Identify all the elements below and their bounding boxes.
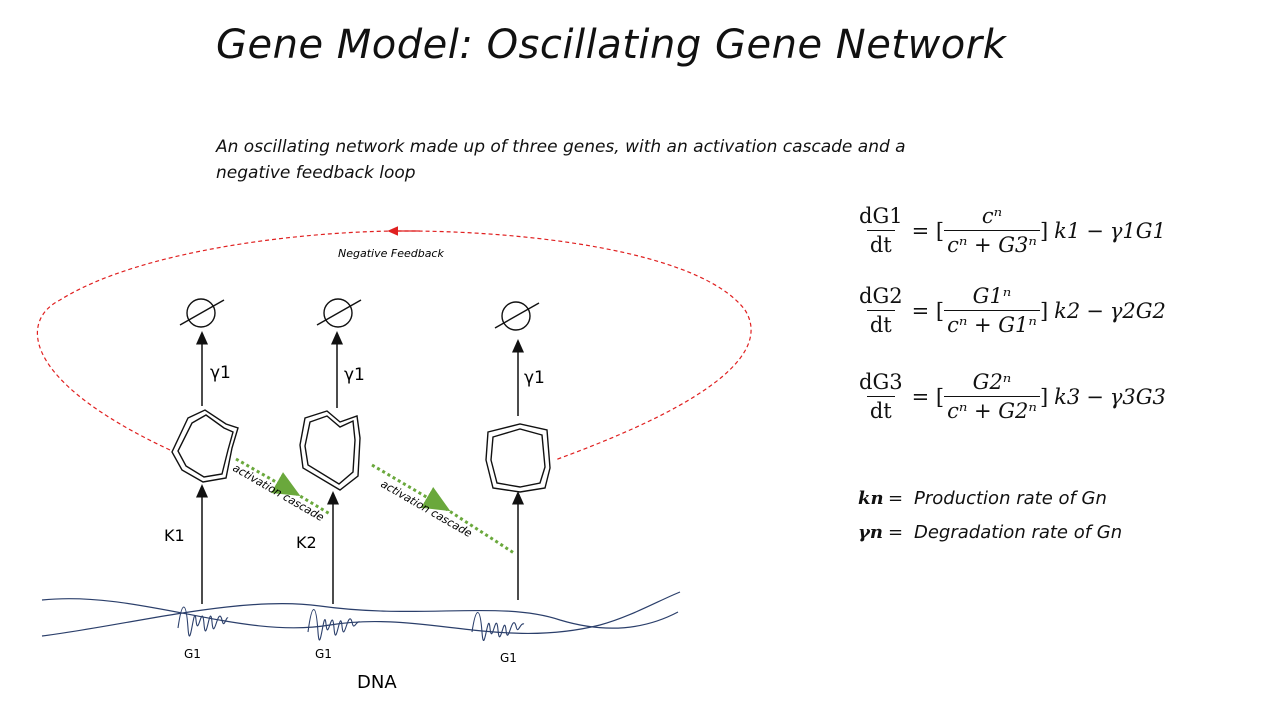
equation-2-lhs-num: dG2 (859, 284, 903, 308)
activation-line-1 (289, 488, 331, 516)
dna-strand-2 (41, 603, 679, 637)
equation-1-lhs-num: dG1 (859, 204, 903, 228)
equation-1-frac-num: cⁿ (981, 204, 1003, 228)
equation-3-lhs: dG3 dt (856, 370, 906, 423)
equation-1-lhs-den: dt (866, 230, 895, 257)
equation-1-rate: k1 (1054, 218, 1081, 243)
equation-3-fraction: G2ⁿ cⁿ + G2ⁿ (944, 370, 1040, 423)
legend-text-degradation: Degradation rate of Gn (914, 522, 1123, 543)
gene-coil-3 (471, 611, 525, 641)
equation-2-frac-num: G1ⁿ (972, 284, 1012, 308)
production-label-2: K2 (296, 533, 317, 552)
cascade-label-2: activation cascade (379, 477, 475, 540)
equation-3-lhs-den: dt (866, 396, 895, 423)
activation-line-2 (439, 503, 515, 555)
degradation-label-2: γ1 (344, 365, 365, 385)
degradation-label-1: γ1 (210, 363, 231, 383)
legend-text-production: Production rate of Gn (914, 488, 1107, 509)
degradation-label-3: γ1 (524, 368, 545, 388)
degradation-symbol-2 (316, 298, 362, 328)
gene-label-2: G1 (315, 647, 332, 661)
equation-1-fraction: cⁿ cⁿ + G3ⁿ (944, 204, 1040, 257)
equation-2-lhs-den: dt (866, 310, 895, 337)
page-title: Gene Model: Oscillating Gene Network (216, 22, 1007, 68)
subtitle: An oscillating network made up of three … (216, 137, 906, 183)
degradation-symbol-3 (494, 301, 540, 331)
legend-equals: = (888, 488, 904, 509)
gene-coil-2 (307, 609, 361, 641)
feedback-label: Negative Feedback (338, 247, 444, 260)
protein-1 (171, 409, 239, 483)
legend-symbol-k: kn (858, 488, 884, 509)
cascade-label-1: activation cascade (231, 461, 327, 524)
protein-3 (485, 423, 551, 493)
dna-label: DNA (357, 672, 397, 693)
equation-3-frac-den: cⁿ + G2ⁿ (944, 396, 1040, 423)
legend: kn = Production rate of Gn γn = Degradat… (858, 488, 1122, 556)
production-label-1: K1 (164, 526, 185, 545)
activation-arrow-1 (235, 457, 301, 496)
equation-1-frac-den: cⁿ + G3ⁿ (944, 230, 1040, 257)
equation-3-lhs-num: dG3 (859, 370, 903, 394)
equation-2-fraction: G1ⁿ cⁿ + G1ⁿ (944, 284, 1040, 337)
legend-row-production: kn = Production rate of Gn (858, 488, 1122, 522)
equation-2-frac-den: cⁿ + G1ⁿ (944, 310, 1040, 337)
gene-coil-1 (177, 606, 229, 637)
legend-symbol-gamma: γn (858, 522, 883, 543)
equation-1: dG1 dt = [ cⁿ cⁿ + G3ⁿ ] k1 − γ1G1 (856, 204, 1166, 257)
equation-2: dG2 dt = [ G1ⁿ cⁿ + G1ⁿ ] k2 − γ2G2 (856, 284, 1166, 337)
equation-3-frac-num: G2ⁿ (972, 370, 1012, 394)
negative-feedback-loop (36, 230, 752, 461)
protein-2 (299, 410, 361, 491)
activation-arrow-2 (371, 463, 451, 512)
equation-3: dG3 dt = [ G2ⁿ cⁿ + G2ⁿ ] k3 − γ3G3 (856, 370, 1166, 423)
equation-2-rate: k2 (1054, 298, 1081, 323)
equation-3-rate: k3 (1054, 384, 1081, 409)
equation-1-decay: γ1G1 (1109, 218, 1166, 243)
gene-label-3: G1 (500, 651, 517, 665)
dna-strand-1 (41, 591, 681, 635)
equation-2-decay: γ2G2 (1109, 298, 1166, 323)
legend-row-degradation: γn = Degradation rate of Gn (858, 522, 1122, 556)
legend-equals: = (888, 522, 904, 543)
gene-label-1: G1 (184, 647, 201, 661)
equation-1-lhs: dG1 dt (856, 204, 906, 257)
equation-3-decay: γ3G3 (1109, 384, 1166, 409)
equation-2-lhs: dG2 dt (856, 284, 906, 337)
degradation-symbol-1 (179, 298, 225, 328)
